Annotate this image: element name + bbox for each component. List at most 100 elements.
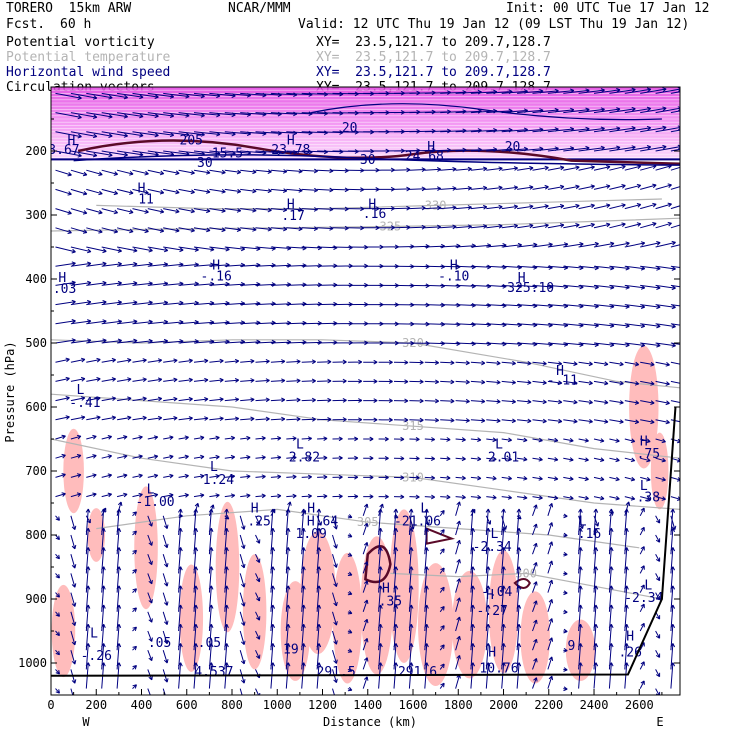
vector-arrow (147, 358, 163, 363)
pv-shade (650, 432, 669, 510)
vector-arrow (132, 645, 137, 651)
contour-label: H (382, 582, 390, 597)
vector-arrow (132, 246, 153, 253)
contour-label: .03 (53, 282, 76, 297)
vector-arrow (439, 605, 445, 613)
vector-arrow (286, 474, 297, 480)
vector-arrow (55, 453, 66, 459)
vector-arrow (70, 357, 86, 363)
vector-arrow (670, 91, 680, 94)
vector-arrow (286, 493, 297, 499)
vector-arrow (670, 205, 680, 210)
vector-arrow (347, 474, 359, 480)
vector-arrow (132, 92, 159, 99)
vector-arrow (639, 507, 645, 517)
vector-arrow (393, 398, 409, 404)
vector-arrow (532, 600, 538, 612)
vector-arrow (655, 304, 676, 310)
model-title: TORERO 15km ARW (6, 1, 132, 16)
vector-arrow (301, 397, 316, 403)
vector-arrow (239, 650, 246, 665)
vector-arrow (55, 188, 72, 196)
contour-label: .35 (379, 594, 402, 609)
vector-arrow (147, 534, 153, 546)
vector-arrow (332, 650, 338, 664)
contour-label: H (287, 198, 295, 213)
vector-arrow (224, 416, 240, 422)
vector-arrow (101, 492, 113, 498)
vector-arrow (670, 129, 680, 133)
vector-arrow (193, 454, 205, 460)
vector-arrow (439, 663, 445, 670)
vector-arrow (224, 493, 236, 499)
vector-arrow (440, 186, 457, 191)
vector-arrow (55, 92, 82, 101)
vector-arrow (255, 493, 266, 499)
vector-arrow (301, 168, 318, 174)
vector-arrow (117, 131, 144, 138)
vector-arrow (224, 397, 240, 402)
vector-arrow (640, 419, 655, 425)
vector-arrow (132, 112, 159, 119)
x-tick-label: 1600 (399, 698, 428, 712)
vector-arrow (347, 590, 353, 596)
contour-label: H (58, 271, 66, 286)
vector-arrow (270, 474, 282, 480)
vector-arrow (332, 378, 347, 384)
vector-arrow (317, 359, 332, 365)
vector-arrow (240, 169, 257, 175)
vector-arrow (239, 611, 246, 626)
vector-arrow (409, 360, 424, 365)
vector-arrow (501, 495, 512, 500)
vector-arrow (624, 164, 642, 171)
vector-arrow (378, 379, 393, 384)
vector-arrow (563, 476, 574, 481)
vector-arrow (270, 226, 288, 232)
vector-arrow (455, 437, 466, 442)
vector-arrow (347, 571, 353, 576)
vector-arrow (316, 515, 322, 526)
vector-arrow (640, 457, 651, 463)
vector-arrow (470, 398, 486, 404)
contour-label: H (212, 258, 220, 273)
vector-arrow (455, 655, 461, 670)
vector-arrow (501, 380, 516, 385)
vector-arrow (55, 376, 70, 382)
vector-arrow (270, 416, 286, 422)
contour-label: -.26 (81, 649, 112, 664)
vector-arrow (609, 400, 624, 405)
vector-arrow (255, 226, 272, 232)
vector-arrow (563, 551, 568, 557)
plot-frame (50, 86, 681, 696)
vector-arrow (609, 419, 624, 424)
vector-arrow (255, 188, 272, 194)
vector-arrow (147, 169, 165, 176)
vector-arrow (532, 619, 538, 632)
contour-label: .25 (247, 514, 270, 529)
vector-arrow (147, 650, 153, 662)
pv-contour (364, 544, 392, 584)
vector-arrow (455, 360, 470, 366)
vector-arrow (532, 165, 549, 171)
vector-arrow (178, 188, 195, 195)
vector-arrow (132, 435, 143, 440)
vector-arrow (362, 638, 369, 651)
vector-arrow (193, 435, 205, 441)
contour-label: H.64 (307, 514, 338, 529)
vector-arrow (424, 205, 442, 211)
vector-arrow (609, 126, 636, 133)
jet-shading (51, 87, 680, 161)
vector-arrow (86, 357, 101, 363)
vector-arrow (624, 501, 631, 516)
vector-arrow (439, 567, 445, 574)
vector-arrow (393, 360, 409, 365)
contour-label: -2.34 (624, 591, 663, 606)
vector-arrow (362, 561, 369, 574)
vector-arrow (147, 688, 151, 695)
vector-arrow (132, 665, 137, 670)
vector-arrow (193, 416, 209, 421)
vector-arrow (532, 495, 543, 500)
contour-label: H (626, 630, 634, 645)
contour-label: .16 (363, 207, 386, 222)
vector-arrow (424, 360, 440, 365)
